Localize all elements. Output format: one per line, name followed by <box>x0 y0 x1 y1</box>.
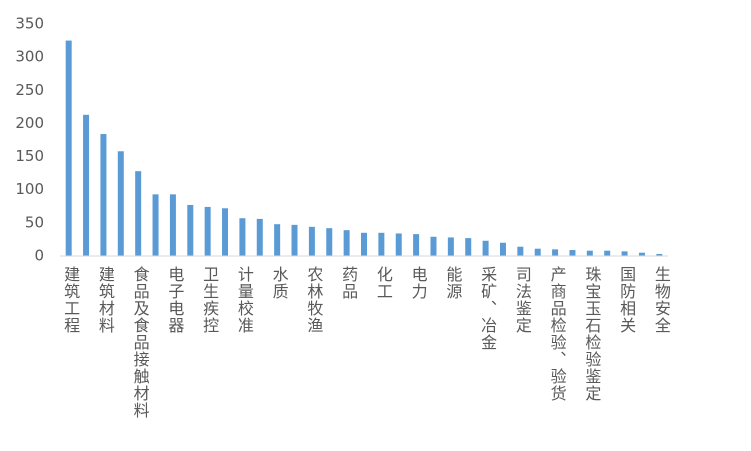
x-tick-label: 生物安全 <box>652 266 671 334</box>
bar <box>378 232 385 256</box>
bar <box>621 251 628 256</box>
bar <box>187 204 194 256</box>
x-tick-label: 电子电器 <box>165 266 184 334</box>
x-tick-label: 采矿、冶金 <box>478 266 497 351</box>
bar <box>552 249 559 256</box>
bar <box>499 242 506 256</box>
x-tick-label: 珠宝玉石检验鉴定 <box>582 266 601 402</box>
bar <box>482 240 489 256</box>
x-tick-label: 司法鉴定 <box>513 266 532 334</box>
x-tick-label: 药品 <box>339 266 358 300</box>
bar <box>343 230 350 256</box>
bar <box>222 208 229 256</box>
x-tick-label: 化工 <box>374 266 393 300</box>
bar <box>291 224 298 256</box>
bar <box>308 226 315 256</box>
bar <box>638 252 645 256</box>
bar <box>135 171 142 256</box>
bar <box>361 232 367 256</box>
bar <box>83 114 90 256</box>
bar <box>604 250 611 256</box>
x-tick-label: 农林牧渔 <box>304 266 323 334</box>
bar <box>274 224 281 256</box>
x-tick-label: 电力 <box>409 266 428 300</box>
x-tick-label: 国防相关 <box>617 266 636 334</box>
bar <box>430 236 437 256</box>
bar <box>117 151 124 256</box>
bar <box>204 206 211 256</box>
x-tick-label: 建筑材料 <box>96 266 115 334</box>
x-tick-label: 能源 <box>443 266 462 300</box>
x-tick-label: 计量校准 <box>235 266 254 334</box>
bar <box>534 248 541 256</box>
bar <box>413 234 420 256</box>
bar <box>447 237 454 256</box>
bar <box>517 246 524 256</box>
bar <box>169 194 176 256</box>
x-tick-label: 卫生疾控 <box>200 266 219 334</box>
bar <box>256 218 263 256</box>
bar <box>152 194 159 256</box>
x-tick-label: 产商品检验、验货 <box>548 266 567 402</box>
y-tick-label: 150 <box>15 147 44 165</box>
bar <box>65 40 72 257</box>
x-tick-label: 水质 <box>270 266 289 300</box>
bar <box>239 218 246 256</box>
y-tick-label: 250 <box>15 81 44 99</box>
bar <box>100 134 107 256</box>
bar <box>326 228 333 256</box>
y-tick-label: 200 <box>15 114 44 132</box>
x-tick-label: 建筑工程 <box>61 266 80 334</box>
bar <box>395 233 402 256</box>
y-tick-label: 350 <box>15 15 44 33</box>
bar <box>569 250 576 256</box>
x-tick-label: 食品及食品接触材料 <box>131 266 150 419</box>
bar <box>586 250 593 256</box>
y-tick-label: 0 <box>34 247 44 265</box>
y-tick-label: 300 <box>15 48 44 66</box>
y-tick-label: 50 <box>25 213 44 231</box>
bar <box>465 238 472 256</box>
bar <box>656 254 663 256</box>
y-tick-label: 100 <box>15 180 44 198</box>
